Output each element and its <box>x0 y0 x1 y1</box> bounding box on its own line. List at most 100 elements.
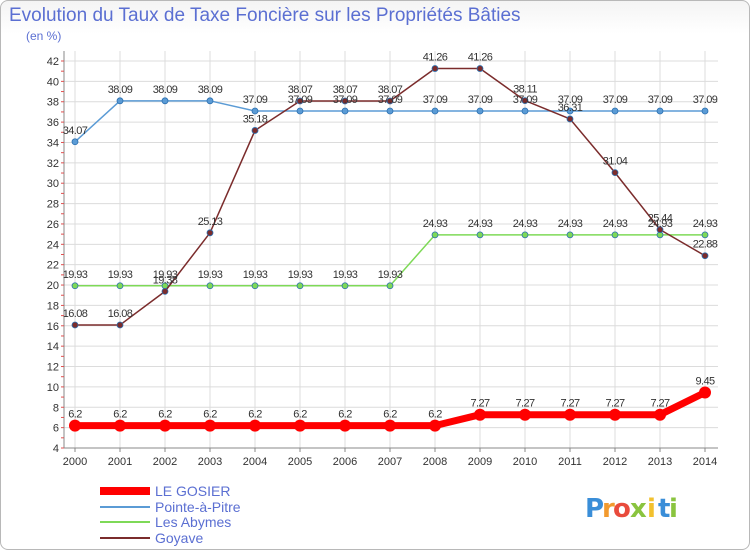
data-point <box>611 231 619 239</box>
x-tick-label: 2009 <box>468 456 492 468</box>
data-point <box>341 97 349 105</box>
data-point <box>249 419 261 432</box>
data-point <box>474 408 486 421</box>
chart-title: Evolution du Taux de Taxe Foncière sur l… <box>9 5 521 26</box>
data-point <box>609 408 621 421</box>
x-tick-label: 2010 <box>513 456 537 468</box>
data-point <box>296 282 304 290</box>
data-point <box>384 419 396 432</box>
data-point <box>564 408 576 421</box>
data-point <box>71 282 79 290</box>
data-point <box>296 107 304 115</box>
data-point <box>341 282 349 290</box>
data-label: 6.2 <box>338 409 352 421</box>
data-label: 19.93 <box>153 269 178 281</box>
data-label: 36.31 <box>558 102 583 114</box>
data-label: 6.2 <box>203 409 217 421</box>
x-tick-label: 2012 <box>603 456 627 468</box>
y-tick-label: 30 <box>47 178 59 190</box>
x-tick-label: 2002 <box>153 456 177 468</box>
data-point <box>71 138 79 146</box>
data-point <box>69 419 81 432</box>
x-tick-label: 2011 <box>558 456 582 468</box>
y-tick-label: 12 <box>47 362 59 374</box>
data-point <box>654 408 666 421</box>
x-tick-label: 2014 <box>693 456 717 468</box>
data-label: 22.88 <box>693 239 718 251</box>
data-point <box>251 107 259 115</box>
data-point <box>116 321 124 329</box>
x-tick-label: 2013 <box>648 456 672 468</box>
x-tick-label: 2003 <box>198 456 222 468</box>
data-label: 24.93 <box>603 218 628 230</box>
legend-label: Pointe-à-Pitre <box>155 499 241 515</box>
data-point <box>431 65 439 72</box>
data-label: 37.09 <box>513 94 538 106</box>
y-tick-label: 24 <box>47 239 59 251</box>
data-point <box>71 321 79 329</box>
y-tick-label: 40 <box>47 76 59 88</box>
data-label: 7.27 <box>515 398 534 410</box>
data-point <box>566 231 574 239</box>
data-point <box>476 65 484 72</box>
data-label: 6.2 <box>113 409 127 421</box>
data-label: 37.09 <box>243 94 268 106</box>
data-point <box>114 419 126 432</box>
data-point <box>701 252 709 260</box>
y-axis-unit: (en %) <box>26 29 62 43</box>
data-label: 25.44 <box>648 213 673 225</box>
data-point <box>386 107 394 115</box>
y-tick-label: 38 <box>47 97 59 109</box>
data-label: 6.2 <box>68 409 82 421</box>
brand-logo-letter: x <box>630 494 647 524</box>
x-tick-label: 2004 <box>243 456 267 468</box>
data-label: 7.27 <box>605 398 624 410</box>
data-label: 6.2 <box>293 409 307 421</box>
data-point <box>204 419 216 432</box>
data-point <box>476 107 484 115</box>
data-point <box>521 231 529 239</box>
data-point <box>116 282 124 290</box>
x-tick-label: 2001 <box>108 456 132 468</box>
brand-logo-letter: i <box>647 494 656 524</box>
data-point <box>521 107 529 115</box>
data-point <box>206 282 214 290</box>
data-label: 35.18 <box>243 113 268 125</box>
data-label: 38.07 <box>333 84 358 96</box>
data-label: 9.45 <box>695 375 714 387</box>
data-point <box>294 419 306 432</box>
data-point <box>116 97 124 105</box>
data-label: 37.09 <box>333 94 358 106</box>
data-point <box>656 107 664 115</box>
data-point <box>701 107 709 115</box>
data-label: 37.09 <box>468 94 493 106</box>
y-tick-label: 42 <box>47 56 59 68</box>
data-label: 19.93 <box>198 269 223 281</box>
x-tick-label: 2008 <box>423 456 447 468</box>
data-point <box>296 97 304 105</box>
data-label: 38.09 <box>108 84 133 96</box>
data-label: 19.93 <box>378 269 403 281</box>
data-label: 16.08 <box>108 308 133 320</box>
y-tick-label: 26 <box>47 219 59 231</box>
brand-logo-letter: r <box>602 494 615 524</box>
data-label: 24.93 <box>423 218 448 230</box>
data-label: 6.2 <box>428 409 442 421</box>
data-label: 24.93 <box>558 218 583 230</box>
data-label: 19.93 <box>288 269 313 281</box>
brand-logo-letter: o <box>613 494 631 524</box>
data-label: 19.93 <box>243 269 268 281</box>
data-point <box>386 97 394 105</box>
y-tick-label: 36 <box>47 117 59 129</box>
data-point <box>521 97 529 105</box>
data-point <box>251 282 259 290</box>
data-label: 37.09 <box>603 94 628 106</box>
data-label: 37.09 <box>558 94 583 106</box>
x-tick-label: 2005 <box>288 456 312 468</box>
data-point <box>251 127 259 134</box>
brand-logo-letter: t <box>658 494 670 524</box>
data-label: 37.09 <box>288 94 313 106</box>
data-label: 25.13 <box>198 216 223 228</box>
data-point <box>159 419 171 432</box>
